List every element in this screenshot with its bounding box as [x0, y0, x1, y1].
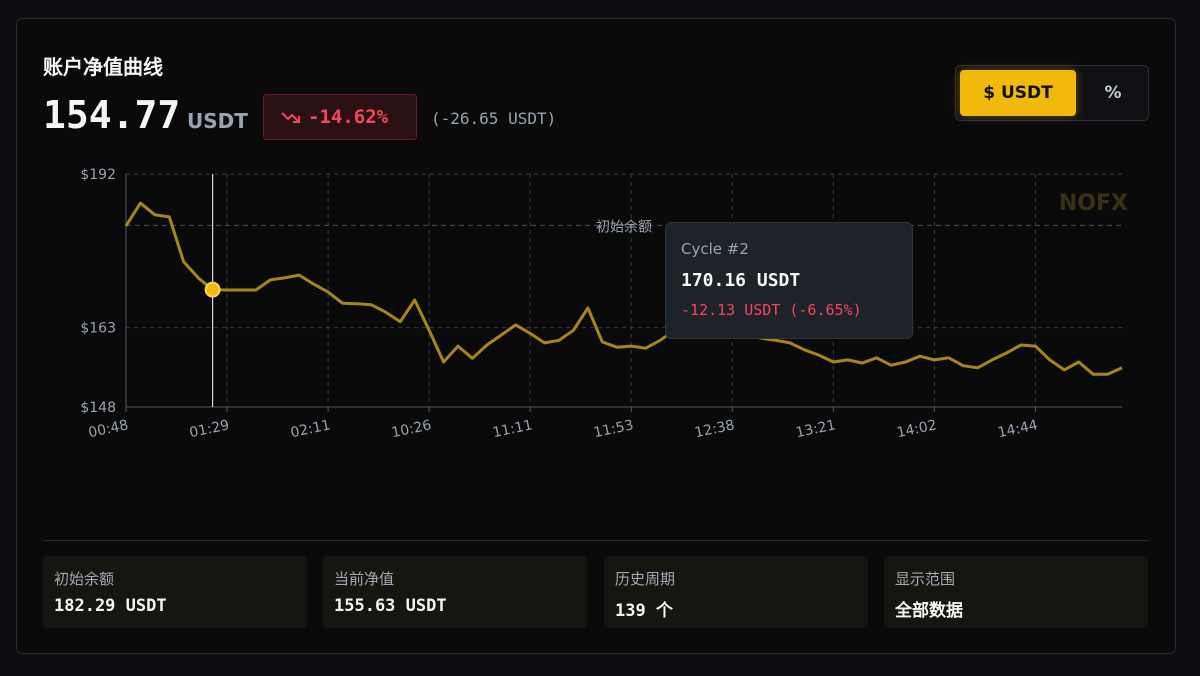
change-badge: -14.62%	[263, 94, 417, 140]
equity-value: 154.77	[43, 93, 181, 137]
card-title: 账户净值曲线	[43, 55, 163, 79]
x-tick-label: 01:29	[188, 417, 231, 441]
x-tick-label: 00:48	[87, 417, 130, 441]
stat-value: 139 个	[615, 601, 673, 621]
y-tick-label: $163	[80, 321, 116, 337]
stat-value: 155.63 USDT	[334, 596, 447, 616]
down-trend-icon	[281, 112, 300, 123]
x-tick-label: 11:11	[491, 417, 534, 441]
equity-line	[124, 201, 1123, 376]
y-tick-label: $192	[80, 167, 116, 183]
x-tick-label: 13:21	[794, 417, 837, 441]
stat-label: 显示范围	[895, 570, 956, 588]
x-tick-label: 12:38	[693, 417, 736, 441]
tooltip-change: -12.13 USDT (-6.65%)	[681, 301, 862, 319]
watermark: NOFX	[1059, 191, 1128, 216]
percent-button[interactable]: %	[1104, 83, 1122, 103]
x-tick-label: 11:53	[592, 417, 635, 441]
tooltip: Cycle #2 170.16 USDT -12.13 USDT (-6.65%…	[665, 222, 913, 339]
equity-chart: $148 $163 $192 00:48 01:29 02:11 10:26 11:11 11:…	[80, 167, 1128, 441]
stat-label: 历史周期	[615, 570, 676, 588]
stat-card: 初始余额 182.29 USDT	[43, 556, 307, 628]
y-tick-label: $148	[80, 400, 116, 416]
change-pct: -14.62%	[308, 106, 389, 128]
x-tick-label: 14:02	[895, 417, 938, 441]
usdt-button[interactable]: $ USDT	[960, 70, 1076, 116]
reference-label: 初始余额	[596, 218, 652, 235]
tooltip-title: Cycle #2	[681, 240, 749, 258]
stat-label: 初始余额	[54, 570, 115, 588]
stat-card: 当前净值 155.63 USDT	[323, 556, 587, 628]
equity-unit: USDT	[187, 109, 248, 133]
x-tick-label: 10:26	[390, 417, 433, 441]
stat-value: 全部数据	[895, 601, 963, 621]
stat-value: 182.29 USDT	[54, 596, 167, 616]
change-abs: (-26.65 USDT)	[431, 109, 557, 128]
x-tick-label: 14:44	[996, 417, 1039, 441]
tooltip-value: 170.16 USDT	[681, 270, 801, 291]
hover-point	[204, 281, 221, 298]
unit-toggle: $ USDT %	[955, 65, 1149, 121]
stat-card: 显示范围 全部数据	[884, 556, 1148, 628]
stat-card: 历史周期 139 个	[604, 556, 868, 628]
separator	[43, 540, 1149, 541]
equity-card: 账户净值曲线 154.77 USDT -14.62% (-26.65 USDT)…	[16, 18, 1176, 654]
stat-label: 当前净值	[334, 570, 395, 588]
x-tick-label: 02:11	[289, 417, 332, 441]
